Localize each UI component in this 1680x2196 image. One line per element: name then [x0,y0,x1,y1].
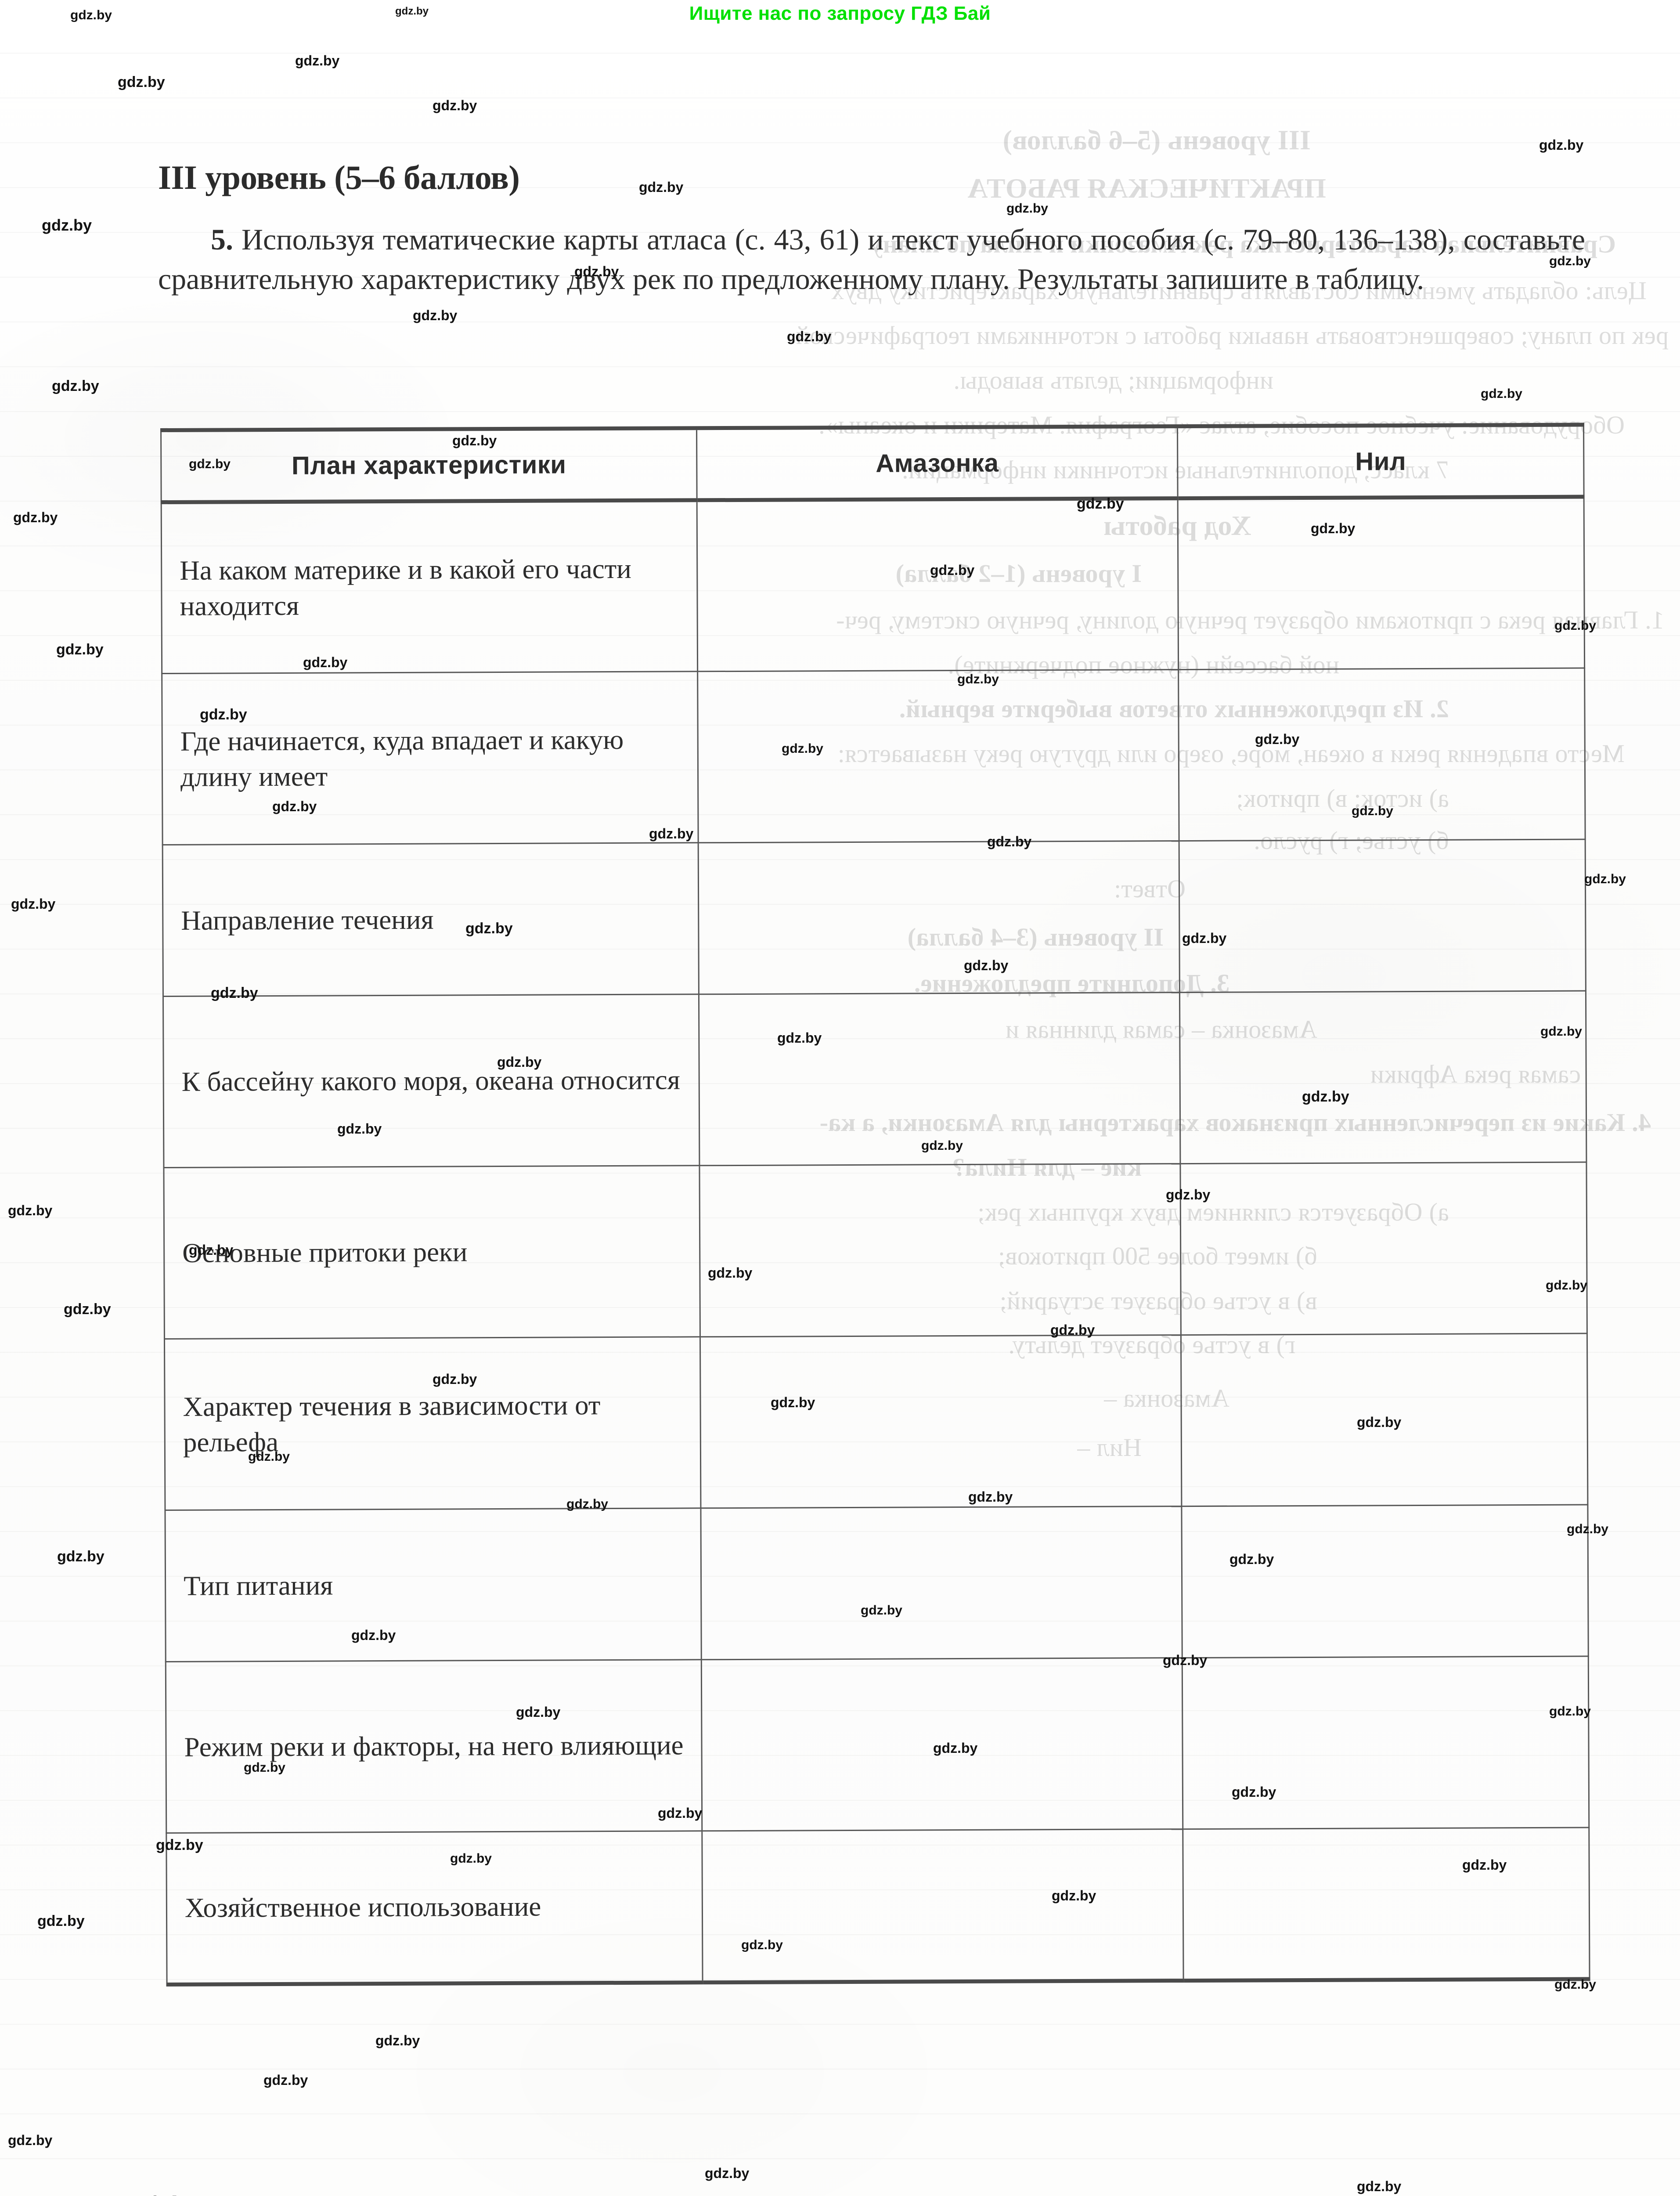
answer-cell-nil[interactable] [1181,1505,1589,1658]
watermark-gdz: gdz.by [8,1203,53,1218]
answer-cell-amazonka[interactable] [699,1163,1181,1337]
column-header-plan: План характеристики [161,428,697,502]
table-row: Основные притоки реки [163,1162,1587,1339]
answer-cell-nil[interactable] [1181,1333,1588,1506]
watermark-gdz: gdz.by [295,53,340,69]
answer-cell-nil[interactable] [1180,1162,1587,1335]
answer-cell-nil[interactable] [1179,991,1586,1164]
watermark-gdz: gdz.by [1539,137,1584,153]
column-header-nil: Нил [1177,425,1584,498]
watermark-gdz: gdz.by [263,2072,308,2088]
watermark-gdz: gdz.by [52,378,99,394]
watermark-gdz: gdz.by [118,74,165,90]
answer-cell-amazonka[interactable] [700,1506,1182,1660]
watermark-gdz: gdz.by [13,509,58,525]
answer-cell-nil[interactable] [1182,1828,1590,1981]
watermark-gdz: gdz.by [433,98,477,113]
scan-band [0,411,1680,412]
scan-band [0,321,1680,322]
table-row: Направление течения [162,839,1586,997]
plan-criterion-cell: Основные притоки реки [163,1165,700,1339]
comparison-table-wrapper: План характеристики Амазонка Нил На како… [160,423,1590,1987]
watermark-gdz: gdz.by [11,896,56,912]
scan-band [0,142,1680,143]
watermark-gdz: gdz.by [56,641,104,658]
task-body-text: Используя тематические карты атласа (с. … [158,223,1585,296]
watermark-gdz: gdz.by [37,1913,85,1929]
watermark-gdz: gdz.by [375,2033,420,2048]
task-paragraph: 5. Используя тематические карты атласа (… [158,220,1585,299]
page-content: III уровень (5–6 баллов) 5. Используя те… [158,158,1585,299]
table-header-row: План характеристики Амазонка Нил [161,425,1584,502]
watermark-gdz: gdz.by [8,2132,53,2148]
task-number: 5. [211,223,233,256]
watermark-gdz: gdz.by [42,216,92,234]
table-body: На каком материке и в какой его части на… [161,497,1590,1985]
plan-criterion-cell: На каком материке и в какой его части на… [161,500,698,674]
watermark-gdz: gdz.by [413,307,458,323]
watermark-gdz: gdz.by [1584,872,1626,886]
plan-criterion-cell: Направление течения [162,842,699,997]
answer-cell-amazonka[interactable] [702,1829,1184,1983]
top-promo-banner: Ищите нас по запросу ГДЗ Бай [689,3,991,24]
plan-criterion-cell: Хозяйственное использование [166,1831,703,1985]
watermark-gdz: gdz.by [64,1301,111,1318]
answer-cell-amazonka[interactable] [700,1335,1182,1508]
scan-band [0,2158,1680,2159]
answer-cell-nil[interactable] [1179,839,1586,993]
answer-cell-nil[interactable] [1178,668,1586,841]
answer-cell-amazonka[interactable] [698,841,1180,994]
answer-cell-amazonka[interactable] [697,669,1179,843]
table-row: Режим реки и факторы, на него влияющие [166,1656,1589,1833]
table-row: На каком материке и в какой его части на… [161,497,1585,674]
table-row: Тип питания [165,1505,1589,1662]
page-number: 14 [145,2187,179,2196]
watermark-gdz: gdz.by [1357,2178,1402,2194]
level-heading: III уровень (5–6 баллов) [158,159,520,196]
answer-cell-nil[interactable] [1178,497,1585,670]
bleed-through-line: рек по плану; совершенствовать навыки ра… [796,321,1669,350]
scan-band [0,366,1680,367]
table-row: К бассейну какого моря, океана относится [163,991,1586,1168]
scan-band [0,2113,1680,2114]
column-header-amazonka: Амазонка [696,426,1178,500]
answer-cell-amazonka[interactable] [701,1658,1183,1831]
scan-band [0,53,1680,54]
river-comparison-table: План характеристики Амазонка Нил На како… [160,423,1590,1987]
watermark-gdz: gdz.by [787,329,832,344]
table-row: Хозяйственное использование [166,1828,1590,1985]
answer-cell-amazonka[interactable] [699,992,1180,1166]
plan-criterion-cell: Где начинается, куда впадает и какую дли… [162,671,699,845]
watermark-gdz: gdz.by [1481,386,1522,401]
scan-band [0,2024,1680,2025]
plan-criterion-cell: Характер течения в зависимости от рельеф… [164,1336,701,1510]
answer-cell-amazonka[interactable] [697,498,1179,672]
watermark-gdz: gdz.by [57,1548,105,1565]
answer-cell-nil[interactable] [1182,1656,1589,1829]
plan-criterion-cell: К бассейну какого моря, океана относится [163,994,699,1168]
bleed-through-line: III уровень (5–6 баллов) [1002,124,1311,155]
plan-criterion-cell: Тип питания [165,1508,702,1662]
watermark-gdz: gdz.by [705,2165,750,2181]
bleed-through-line: информации; делать выводы. [953,366,1273,394]
plan-criterion-cell: Режим реки и факторы, на него влияющие [166,1659,702,1833]
table-row: Характер течения в зависимости от рельеф… [164,1333,1588,1510]
scan-band [0,2069,1680,2070]
table-row: Где начинается, куда впадает и какую дли… [162,668,1586,845]
